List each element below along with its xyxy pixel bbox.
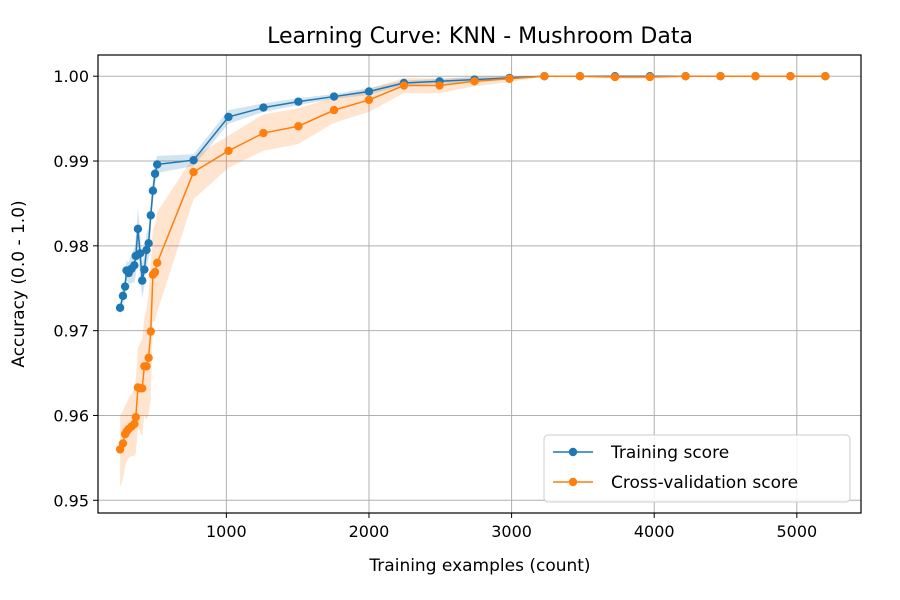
y-tick-label: 1.00 — [53, 67, 89, 86]
data-point — [329, 105, 339, 115]
chart-title: Learning Curve: KNN - Mushroom Data — [267, 24, 693, 49]
axes-frame — [97, 54, 862, 514]
series-lines — [115, 72, 830, 454]
data-point — [224, 112, 233, 122]
x-tick-label: 5000 — [776, 522, 817, 541]
data-point — [138, 384, 147, 393]
data-point — [144, 239, 153, 248]
x-tick-label: 1000 — [206, 522, 247, 541]
legend: Training score Cross-validation score — [543, 434, 851, 503]
data-point — [786, 72, 795, 81]
plot-area — [97, 54, 862, 514]
data-point — [131, 412, 140, 422]
data-point — [294, 122, 303, 131]
x-tick-label: 2000 — [349, 522, 390, 541]
data-point — [435, 81, 444, 90]
data-point — [540, 72, 549, 81]
data-point — [645, 72, 655, 82]
data-point — [140, 265, 149, 274]
data-point — [120, 282, 130, 291]
data-point — [118, 439, 128, 448]
data-point — [681, 72, 690, 81]
data-point — [135, 249, 145, 258]
data-point — [751, 72, 760, 81]
data-point — [130, 419, 139, 429]
x-axis-ticks: 1000 2000 3000 4000 5000 — [206, 513, 817, 541]
data-point — [130, 261, 139, 270]
data-point — [364, 95, 374, 105]
data-point — [259, 128, 268, 138]
y-axis-label: Accuracy (0.0 - 1.0) — [9, 200, 29, 367]
data-point — [821, 72, 830, 81]
y-axis-ticks: 0.95 0.96 0.97 0.98 0.99 1.00 — [53, 67, 98, 510]
data-point — [259, 103, 268, 112]
series-1 — [115, 72, 830, 454]
data-point — [716, 72, 725, 81]
data-point — [152, 258, 162, 267]
data-point — [148, 186, 158, 195]
data-point — [146, 211, 155, 220]
data-point — [399, 81, 409, 90]
data-point — [142, 245, 151, 255]
x-tick-label: 4000 — [634, 522, 675, 541]
legend-marker — [568, 447, 578, 457]
y-tick-label: 0.97 — [53, 322, 89, 341]
x-tick-label: 3000 — [491, 522, 532, 541]
y-tick-label: 0.99 — [53, 152, 89, 171]
data-point — [152, 160, 162, 169]
data-point — [294, 97, 303, 106]
data-point — [329, 92, 339, 101]
data-point — [150, 169, 160, 178]
data-point — [138, 276, 147, 285]
data-point — [133, 224, 143, 234]
data-point — [364, 87, 374, 96]
data-point — [610, 72, 620, 82]
data-point — [150, 267, 160, 277]
y-tick-label: 0.96 — [53, 406, 89, 425]
data-point — [142, 362, 151, 371]
data-point — [146, 327, 155, 336]
y-tick-label: 0.95 — [53, 491, 89, 510]
data-point — [189, 167, 198, 177]
x-axis-label: Training examples (count) — [368, 556, 590, 576]
data-point — [189, 155, 198, 165]
data-point — [575, 72, 585, 81]
data-point — [118, 291, 128, 301]
data-point — [505, 74, 514, 83]
legend-box — [543, 434, 851, 503]
legend-marker — [568, 477, 578, 487]
y-tick-label: 0.98 — [53, 237, 89, 256]
data-point — [144, 353, 153, 362]
legend-label: Training score — [610, 443, 729, 463]
data-point — [470, 77, 479, 86]
data-point — [224, 146, 233, 156]
legend-label: Cross-validation score — [611, 473, 798, 493]
data-point — [115, 303, 125, 312]
